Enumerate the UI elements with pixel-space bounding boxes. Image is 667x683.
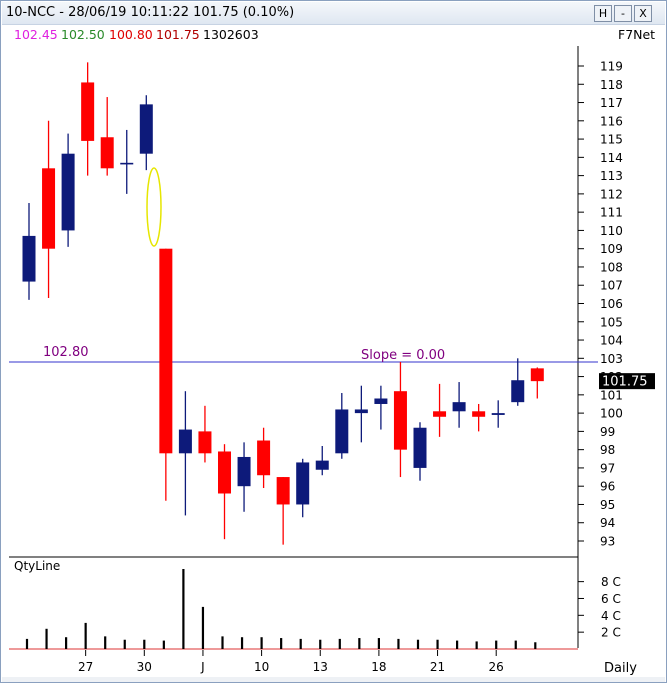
- price-tick-label: 106: [600, 297, 623, 311]
- candle-body: [452, 402, 466, 412]
- open-value: 102.45: [14, 27, 58, 42]
- highlight-ellipse[interactable]: [146, 167, 162, 247]
- candle-body: [413, 427, 427, 468]
- volume-tick-label: 8 C: [601, 575, 621, 589]
- date-tick-label: 27: [78, 660, 93, 674]
- candle-body: [81, 82, 95, 141]
- horizontal-line-tool[interactable]: 102.80 Slope = 0.00: [9, 345, 598, 363]
- volume-value: 1302603: [203, 27, 259, 42]
- volume-tick-label: 6 C: [601, 592, 621, 606]
- candle-body: [354, 409, 368, 414]
- date-tick-label: 21: [430, 660, 445, 674]
- price-axis: 9394959697989910010110210310410510610710…: [578, 60, 623, 549]
- candle-body: [42, 168, 56, 249]
- candle-body: [315, 460, 329, 470]
- price-tick-label: 118: [600, 78, 623, 92]
- ohlc-info-bar: 102.45 102.50 100.80 101.75 1302603 F7Ne…: [1, 25, 666, 43]
- candle-body: [374, 398, 388, 404]
- price-tick-label: 95: [600, 498, 615, 512]
- candle-body: [257, 440, 271, 476]
- price-tick-label: 116: [600, 114, 623, 128]
- price-tick-label: 98: [600, 443, 615, 457]
- low-value: 100.80: [109, 27, 153, 42]
- volume-panel-title: QtyLine: [14, 559, 60, 573]
- last-price-box: [599, 373, 655, 390]
- volume-tick-label: 4 C: [601, 609, 621, 623]
- candle-body: [237, 456, 251, 487]
- price-tick-label: 107: [600, 279, 623, 293]
- price-tick-label: 115: [600, 133, 623, 147]
- price-tick-label: 99: [600, 425, 615, 439]
- close-value: 101.75: [156, 27, 200, 42]
- price-tick-label: 97: [600, 461, 615, 475]
- price-tick-label: 113: [600, 169, 623, 183]
- candle-body: [61, 153, 75, 231]
- help-button[interactable]: H: [594, 5, 612, 22]
- candle-body: [511, 380, 525, 403]
- candle-body: [393, 391, 407, 450]
- price-tick-label: 114: [600, 151, 623, 165]
- candle-body: [218, 451, 231, 494]
- price-tick-label: 105: [600, 315, 623, 329]
- price-tick-label: 100: [600, 407, 623, 421]
- candle-body: [530, 368, 544, 382]
- date-tick-label: 10: [254, 660, 269, 674]
- date-tick-label: 30: [137, 660, 152, 674]
- date-axis: 27 30 J 10 13 18 21 26: [78, 650, 504, 674]
- price-tick-label: 119: [600, 60, 623, 74]
- candle-body: [276, 477, 290, 505]
- candle-body: [472, 411, 486, 417]
- date-tick-label: 18: [371, 660, 386, 674]
- candle-body: [296, 462, 310, 505]
- price-tick-label: 117: [600, 96, 623, 110]
- candle-body: [433, 411, 447, 417]
- horizontal-line-value: 102.80: [43, 345, 89, 360]
- candle-body: [491, 413, 505, 415]
- volume-tick-label: 2 C: [601, 626, 621, 640]
- candle-body: [100, 137, 114, 169]
- price-tick-label: 96: [600, 480, 615, 494]
- candlestick-series: [22, 62, 544, 545]
- price-tick-label: 104: [600, 334, 623, 348]
- price-tick-label: 108: [600, 260, 623, 274]
- price-tick-label: 111: [600, 206, 623, 220]
- volume-axis: 2 C 4 C 6 C 8 C: [578, 575, 621, 640]
- last-price-label: 101.75: [602, 375, 648, 390]
- candle-body: [198, 431, 212, 454]
- volume-bar-series: [25, 569, 537, 649]
- date-tick-label: 13: [313, 660, 328, 674]
- period-label: Daily: [604, 661, 637, 676]
- title-bar: 10-NCC - 28/06/19 10:11:22 101.75 (0.10%…: [2, 2, 665, 25]
- brand-label: F7Net: [618, 27, 656, 42]
- candle-body: [120, 162, 134, 165]
- price-tick-label: 109: [600, 242, 623, 256]
- minimize-button[interactable]: -: [614, 5, 632, 22]
- candle-body: [335, 409, 349, 454]
- close-button[interactable]: X: [634, 5, 652, 22]
- candle-body: [178, 429, 192, 454]
- high-value: 102.50: [61, 27, 105, 42]
- window-title: 10-NCC - 28/06/19 10:11:22 101.75 (0.10%…: [6, 5, 295, 20]
- candle-body: [22, 235, 36, 282]
- price-tick-label: 101: [600, 388, 623, 402]
- price-tick-label: 93: [600, 535, 615, 549]
- date-tick-label: J: [200, 660, 205, 674]
- price-tick-label: 112: [600, 187, 623, 201]
- candle-body: [139, 104, 153, 154]
- slope-annotation: Slope = 0.00: [361, 348, 445, 363]
- status-bar: [2, 677, 665, 682]
- price-tick-label: 110: [600, 224, 623, 238]
- candle-body: [159, 248, 173, 454]
- price-tick-label: 103: [600, 352, 623, 366]
- last-price-marker: 101.75: [599, 373, 655, 390]
- date-tick-label: 26: [489, 660, 504, 674]
- price-tick-label: 94: [600, 516, 615, 530]
